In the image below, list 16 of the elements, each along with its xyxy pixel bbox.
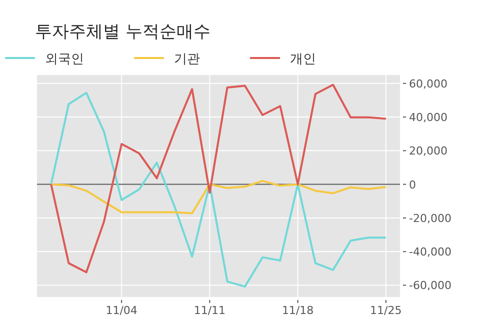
legend-label: 외국인 xyxy=(45,52,84,67)
x-tick-label: 11/11 xyxy=(194,304,226,317)
y-tick-label: 40,000 xyxy=(409,111,448,124)
x-tick-label: 11/18 xyxy=(282,304,314,317)
y-tick-label: 0 xyxy=(409,178,416,192)
y-tick-label: 20,000 xyxy=(409,144,448,158)
line-series xyxy=(50,180,387,214)
chart-title: 투자주체별 누적순매수 xyxy=(35,22,210,42)
x-tick-label: 11/04 xyxy=(106,304,138,317)
y-tick-label: 60,000 xyxy=(409,77,448,90)
y-tick-label: -40,000 xyxy=(409,246,452,259)
legend-label: 기관 xyxy=(174,52,200,67)
y-tick-label: -60,000 xyxy=(409,279,452,292)
legend-label: 개인 xyxy=(290,52,316,67)
x-tick-label: 11/25 xyxy=(370,304,402,317)
y-tick-label: -20,000 xyxy=(409,212,452,225)
